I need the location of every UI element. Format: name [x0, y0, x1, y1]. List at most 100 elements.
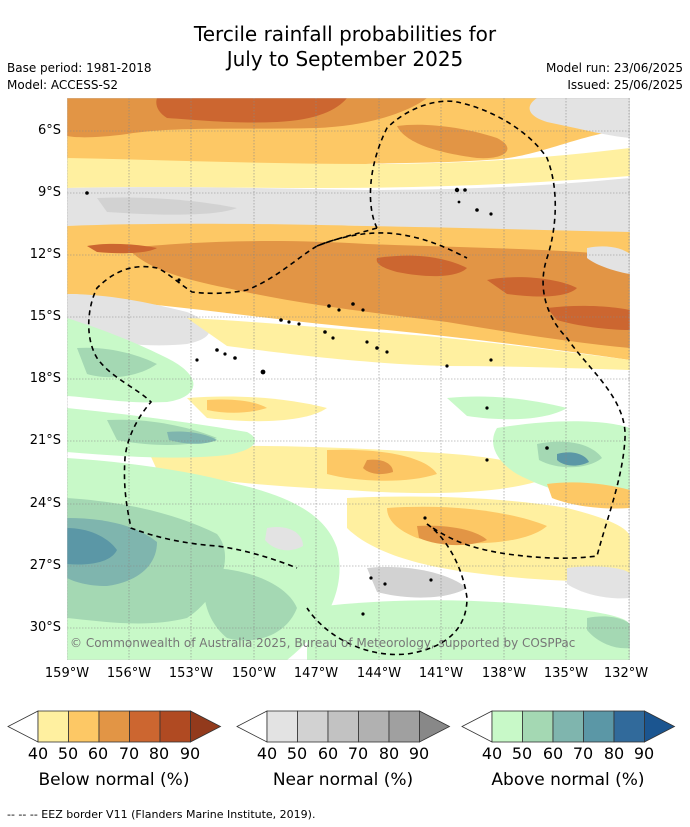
band-below-top-70b — [397, 124, 508, 159]
cbar-near-tick: 90 — [408, 744, 430, 763]
lon-label: 141°W — [418, 666, 464, 681]
copyright-notice: © Commonwealth of Australia 2025, Bureau… — [70, 636, 575, 650]
lon-label: 159°W — [44, 666, 90, 681]
eez-border-north — [369, 100, 626, 559]
band-above-left-big-80 — [67, 528, 117, 565]
band-yellow-mid — [187, 318, 630, 370]
colorbar-below-cell — [68, 710, 100, 743]
colorbar-near-cell — [327, 710, 359, 743]
gridlines — [67, 98, 630, 660]
meta-left: Base period: 1981-2018 Model: ACCESS-S2 — [7, 60, 152, 94]
eez-legend-footer: -- -- -- EEZ border V11 (Flanders Marine… — [7, 808, 316, 821]
lon-label: 147°W — [293, 666, 339, 681]
cbar-near-tick: 70 — [347, 744, 369, 763]
band-near-mid-2 — [97, 197, 237, 215]
colorbar-near-cell — [388, 710, 420, 743]
colorbar-near-cell — [297, 710, 329, 743]
colorbar-below-cell — [98, 710, 130, 743]
band-gold-19s — [207, 399, 267, 413]
lon-label: 156°W — [106, 666, 152, 681]
eez-borders — [87, 100, 626, 656]
lat-label: 21°S — [29, 433, 61, 448]
lat-label: 15°S — [29, 309, 61, 324]
cbar-above-tick: 70 — [572, 744, 594, 763]
lat-label: 27°S — [29, 558, 61, 573]
colorbar-below-cell — [159, 710, 191, 743]
band-below-main-70d — [87, 243, 157, 254]
lat-label: 30°S — [29, 620, 61, 635]
band-above-left-lower — [203, 568, 297, 641]
colorbar-above-high-arrow — [644, 710, 676, 743]
band-above-right-80 — [557, 452, 589, 466]
cbar-below-tick: 80 — [148, 744, 170, 763]
cbar-near-tick: 40 — [256, 744, 278, 763]
probability-map: © Commonwealth of Australia 2025, Bureau… — [67, 98, 630, 660]
band-gold-right-24s — [547, 482, 630, 509]
model-run: Model run: 23/06/2025 — [545, 61, 683, 75]
band-below-main-70a — [376, 255, 467, 277]
colorbar-above-low-arrow — [461, 710, 493, 743]
band-below-main-70c — [547, 305, 630, 330]
cbar-below-tick: 50 — [57, 744, 79, 763]
lon-label: 150°W — [231, 666, 277, 681]
cbar-near-tick: 80 — [378, 744, 400, 763]
colorbars — [7, 710, 676, 743]
cbar-above-tick: 40 — [481, 744, 503, 763]
lat-label: 18°S — [29, 371, 61, 386]
cbar-above-tick: 60 — [542, 744, 564, 763]
above-normal-label: Above normal (%) — [491, 770, 645, 790]
band-near-28s — [367, 566, 467, 598]
cbar-near-tick: 50 — [286, 744, 308, 763]
eez-border-west — [87, 227, 378, 569]
lon-label: 132°W — [603, 666, 649, 681]
lon-label: 138°W — [481, 666, 527, 681]
cbar-near-tick: 60 — [317, 744, 339, 763]
islands — [85, 187, 549, 616]
issued-date: Issued: 25/06/2025 — [567, 78, 683, 92]
lon-label: 135°W — [543, 666, 589, 681]
band-above-bottom — [307, 600, 630, 660]
colorbar-above-cell — [552, 710, 584, 743]
model-name: Model: ACCESS-S2 — [7, 78, 119, 92]
colorbar-near-cell — [266, 710, 298, 743]
colorbar-below-high-arrow — [190, 710, 222, 743]
cbar-below-tick: 90 — [179, 744, 201, 763]
band-below-top-80 — [156, 98, 347, 123]
lat-label: 6°S — [37, 123, 61, 138]
band-above-bottom-60 — [587, 616, 630, 649]
cbar-above-tick: 50 — [511, 744, 533, 763]
chart-title: Tercile rainfall probabilities for July … — [0, 22, 690, 72]
cbar-below-tick: 40 — [27, 744, 49, 763]
cbar-above-tick: 90 — [633, 744, 655, 763]
cbar-below-tick: 60 — [87, 744, 109, 763]
cbar-below-tick: 70 — [118, 744, 140, 763]
cbar-above-tick: 80 — [603, 744, 625, 763]
lon-label: 153°W — [168, 666, 214, 681]
lat-label: 24°S — [29, 496, 61, 511]
near-normal-label: Near normal (%) — [272, 770, 414, 790]
base-period: Base period: 1981-2018 — [7, 61, 152, 75]
band-near-right-mid — [587, 246, 630, 274]
title-line-1: Tercile rainfall probabilities for — [193, 22, 497, 46]
lat-label: 9°S — [37, 185, 61, 200]
colorbar-below-cell — [129, 710, 161, 743]
band-below-main-70b — [487, 277, 577, 297]
band-near-27s — [265, 526, 303, 551]
colorbar-above-cell — [583, 710, 615, 743]
lon-label: 144°W — [356, 666, 402, 681]
colorbar-above-cell — [522, 710, 554, 743]
lat-label: 12°S — [29, 247, 61, 262]
colorbar-near-low-arrow — [236, 710, 268, 743]
band-above-19s-right — [447, 396, 567, 420]
band-above-left-60 — [77, 347, 157, 378]
title-line-2: July to September 2025 — [226, 47, 464, 71]
band-yellow-top — [67, 148, 630, 188]
colorbar-near-cell — [358, 710, 390, 743]
colorbar-below-cell — [37, 710, 69, 743]
eez-border-mid — [316, 232, 468, 259]
colorbar-near-high-arrow — [419, 710, 451, 743]
colorbar-above-cell — [491, 710, 523, 743]
below-normal-label: Below normal (%) — [38, 770, 190, 790]
band-near-topright — [529, 98, 630, 138]
band-near-right-28s — [567, 566, 630, 599]
